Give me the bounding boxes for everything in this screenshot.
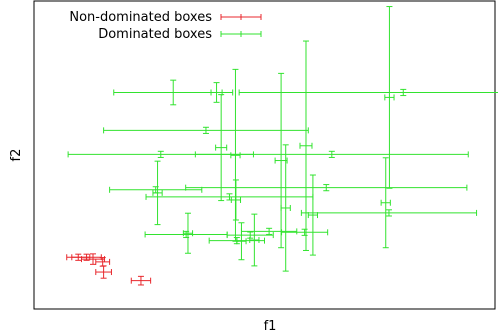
dominated-boxes-box [307,174,319,256]
dominated-boxes-box [103,126,309,134]
non-dominated-boxes-box [80,253,106,265]
dominated-boxes-box [226,231,274,239]
non-dominated-boxes-box [95,265,112,279]
dominated-boxes-box [185,184,468,192]
dominated-boxes-box [380,157,391,249]
dominated-boxes-box [280,144,291,272]
chart-marks [66,6,498,286]
y-axis-label: f2 [9,149,24,162]
dominated-boxes-box [194,150,469,158]
dominated-boxes-box [215,94,228,202]
dominated-boxes-box [249,213,260,267]
dominated-boxes-box [240,227,298,235]
legend-entry: Non-dominated boxes [69,10,262,25]
non-dominated-boxes-box [95,257,111,267]
dominated-boxes-box [281,228,329,236]
legend-label: Dominated boxes [98,27,212,42]
x-axis-label: f1 [264,319,277,334]
dominated-boxes-box [238,88,498,97]
dominated-boxes-box [274,72,288,249]
dominated-boxes-box [300,209,478,217]
legend-entry: Dominated boxes [98,27,262,42]
dominated-boxes-box [230,179,242,221]
plot-area [33,0,496,310]
non-dominated-boxes-box [130,275,152,286]
dominated-boxes-box [299,40,313,251]
legend-label: Non-dominated boxes [69,10,212,25]
dominated-boxes-box [384,6,395,189]
legend: Non-dominated boxes Dominated boxes [69,10,262,42]
